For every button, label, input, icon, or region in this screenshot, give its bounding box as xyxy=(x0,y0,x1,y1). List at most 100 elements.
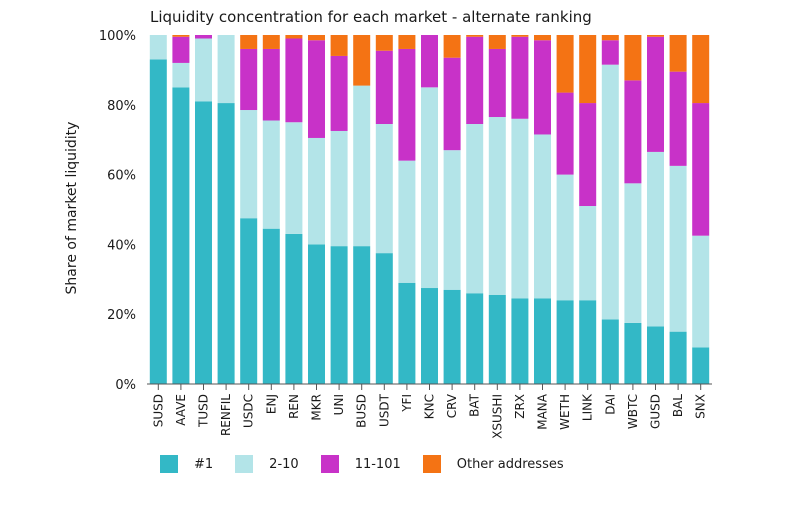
x-tick-label: MANA xyxy=(536,393,550,430)
y-axis: 0% 20% 40% 60% 80% 100% xyxy=(99,29,136,393)
bar-segment xyxy=(669,71,687,166)
legend-item: #1 xyxy=(160,455,213,473)
x-tick-label: WETH xyxy=(558,394,572,430)
bar-segment xyxy=(624,322,642,384)
bar-segment xyxy=(534,40,551,135)
y-axis-title: Share of market liquidity xyxy=(64,122,80,295)
x-tick-label: USDT xyxy=(377,393,391,427)
bar-segment xyxy=(353,85,371,247)
x-tick-label: SUSD xyxy=(151,394,165,427)
bar-segment xyxy=(240,110,258,219)
x-tick-label: BAT xyxy=(468,393,482,417)
bar-segment xyxy=(647,151,664,327)
bar-segment xyxy=(375,50,393,124)
bar-segment xyxy=(466,36,484,124)
x-tick-label: BAL xyxy=(671,394,685,417)
bar-segment xyxy=(556,174,574,301)
y-tick-label: 60% xyxy=(107,169,136,184)
bar-segment xyxy=(443,57,461,151)
x-tick-label: TUSD xyxy=(197,394,211,428)
x-tick-label: ZRX xyxy=(513,394,527,419)
bar-segment xyxy=(308,35,325,41)
y-tick-label: 20% xyxy=(107,308,136,323)
legend: #1 2-10 11-101 Other addresses xyxy=(160,455,586,473)
legend-swatch xyxy=(320,455,339,473)
bar-segment xyxy=(579,300,597,384)
legend-swatch xyxy=(422,455,441,473)
x-tick-label: YFI xyxy=(400,394,414,413)
bar-segment xyxy=(285,233,303,384)
bar-segment xyxy=(556,300,574,384)
bar-segment xyxy=(601,35,619,41)
chart-title: Liquidity concentration for each market … xyxy=(150,8,592,26)
x-tick-label: UNI xyxy=(332,394,346,415)
x-tick-label: LINK xyxy=(581,393,595,421)
legend-item: 2-10 xyxy=(235,455,299,473)
legend-label: 2-10 xyxy=(269,456,299,472)
bar-segment xyxy=(330,35,348,56)
bar-segment xyxy=(669,35,687,72)
bar-segment xyxy=(375,124,393,254)
bar-segment xyxy=(488,117,506,295)
bar-segment xyxy=(398,48,416,161)
bar-segment xyxy=(647,35,664,37)
bar-segment xyxy=(647,326,664,384)
bar-segment xyxy=(240,48,258,111)
x-tick-label: XSUSHI xyxy=(490,394,504,439)
x-tick-label: USDC xyxy=(242,394,256,428)
bar-segment xyxy=(692,347,710,384)
bar-segment xyxy=(195,35,212,39)
bar-segment xyxy=(262,228,280,384)
x-tick-label: ENJ xyxy=(264,394,278,414)
bar-segment xyxy=(601,40,619,65)
bar-segment xyxy=(421,35,438,88)
bar-segment xyxy=(240,218,258,384)
bar-segment xyxy=(240,35,258,49)
x-tick-label: REN xyxy=(287,394,301,419)
bar-segment xyxy=(556,92,574,175)
bar-segment xyxy=(149,59,167,385)
y-tick-label: 40% xyxy=(107,238,136,253)
bar-segment xyxy=(692,235,710,348)
bar-segment xyxy=(172,35,190,37)
x-tick-label: BUSD xyxy=(355,394,369,428)
bar-segment xyxy=(172,36,190,63)
bar-segment xyxy=(217,35,235,104)
x-tick-label: KNC xyxy=(423,394,437,419)
bar-segment xyxy=(330,130,348,247)
bar-segment xyxy=(353,35,371,86)
x-tick-label: AAVE xyxy=(174,394,188,426)
bar-segment xyxy=(375,253,393,385)
bar-segment xyxy=(669,331,687,384)
bar-segment xyxy=(285,38,303,123)
bar-segment xyxy=(172,62,190,88)
bar-segment xyxy=(556,35,574,93)
legend-label: 11-101 xyxy=(354,456,401,472)
bar-segment xyxy=(217,103,235,384)
x-tick-label: RENFIL xyxy=(219,394,233,436)
bar-segment xyxy=(669,165,687,332)
bar-segment xyxy=(375,35,393,51)
bar-segment xyxy=(511,298,529,384)
bar-segment xyxy=(443,150,461,290)
bar-segment xyxy=(195,101,212,384)
legend-item: 11-101 xyxy=(320,455,401,473)
y-tick-label: 80% xyxy=(107,99,136,114)
bar-segment xyxy=(262,120,280,229)
bar-segment xyxy=(443,289,461,384)
bar-segment xyxy=(511,36,529,119)
bar-segment xyxy=(308,244,325,384)
y-tick-label: 100% xyxy=(99,29,136,44)
y-tick-label: 0% xyxy=(115,378,136,393)
x-tick-label: WBTC xyxy=(626,394,640,429)
x-axis: SUSD AAVE TUSD RENFIL USDC ENJ REN MKR UNI BUSD US… xyxy=(147,383,712,439)
bar-segment xyxy=(330,55,348,131)
legend-swatch xyxy=(160,455,178,473)
bar-segment xyxy=(579,103,597,207)
x-tick-label: GUSD xyxy=(649,394,663,429)
bar-segment xyxy=(262,35,280,49)
bar-segment xyxy=(398,35,416,49)
legend-item: Other addresses xyxy=(422,455,564,473)
bar-segment xyxy=(466,35,484,37)
